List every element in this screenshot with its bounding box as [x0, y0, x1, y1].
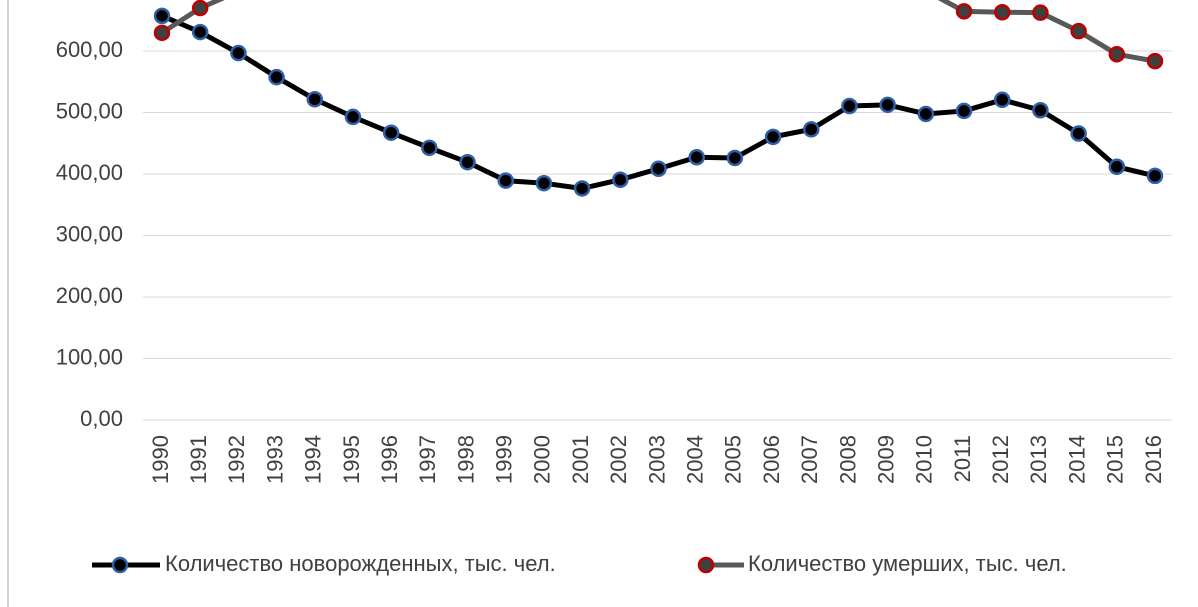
series-marker [955, 3, 973, 20]
y-tick-label: 500,00 [56, 98, 123, 123]
x-tick-label: 2012 [988, 435, 1013, 484]
x-tick-label: 2013 [1026, 435, 1051, 484]
x-tick-label: 1992 [224, 435, 249, 484]
x-tick-label: 1995 [339, 435, 364, 484]
series-marker [917, 105, 935, 123]
series-marker [1070, 125, 1087, 142]
x-tick-label: 2011 [950, 435, 975, 482]
y-tick-label: 600,00 [56, 37, 123, 62]
x-tick-label: 2006 [759, 435, 784, 484]
series-marker [306, 91, 324, 108]
x-tick-label: 2014 [1064, 435, 1089, 484]
series-marker [230, 44, 247, 62]
y-tick-label: 400,00 [56, 160, 123, 185]
series-marker [459, 153, 476, 171]
x-tick-label: 2001 [568, 435, 593, 484]
y-tick-label: 300,00 [56, 221, 123, 246]
legend-marker [697, 556, 715, 574]
x-tick-label: 1996 [377, 435, 402, 484]
x-tick-label: 1994 [301, 435, 326, 484]
x-tick-label: 2015 [1103, 435, 1128, 484]
series-marker [1108, 45, 1126, 63]
series-marker [382, 124, 400, 141]
series-marker [803, 121, 820, 138]
series-marker [726, 149, 744, 167]
x-tick-label: 2008 [835, 435, 860, 484]
y-tick-label: 0,00 [80, 406, 123, 431]
series-marker [993, 3, 1011, 21]
x-tick-label: 2004 [683, 435, 708, 484]
series-marker [268, 68, 285, 86]
series-marker [688, 148, 705, 166]
series-marker [497, 172, 514, 189]
x-tick-label: 1997 [415, 435, 440, 484]
series-marker [1146, 167, 1164, 185]
series-marker [1032, 102, 1049, 119]
legend-label: Количество умерших, тыс. чел. [748, 551, 1067, 576]
series-marker [612, 171, 629, 188]
series-marker [421, 139, 438, 157]
legend-label: Количество новорожденных, тыс. чел. [165, 551, 556, 576]
x-tick-label: 2002 [606, 435, 631, 484]
series-marker [879, 96, 896, 114]
x-tick-label: 1999 [492, 435, 517, 484]
x-tick-label: 2005 [721, 435, 746, 484]
series-marker [573, 180, 591, 197]
x-tick-label: 1990 [148, 435, 173, 484]
x-tick-label: 2003 [644, 435, 669, 484]
x-tick-label: 2009 [873, 435, 898, 484]
series-marker [535, 174, 553, 192]
series-marker [955, 102, 973, 120]
legend-marker [111, 556, 129, 574]
series-marker [841, 97, 858, 115]
x-tick-label: 2007 [797, 435, 822, 484]
x-tick-label: 1991 [186, 435, 211, 484]
y-tick-label: 100,00 [56, 344, 123, 369]
x-tick-label: 1993 [262, 435, 287, 484]
series-marker [153, 7, 171, 25]
series-marker [1108, 158, 1126, 176]
x-tick-label: 1998 [453, 435, 478, 484]
series-marker [764, 128, 782, 146]
series-marker [344, 108, 362, 126]
series-marker [650, 160, 667, 177]
series-marker [191, 0, 209, 17]
series-marker [993, 91, 1011, 109]
series-marker [191, 23, 209, 41]
series-line [160, 0, 1156, 64]
series-marker [1070, 22, 1087, 40]
y-tick-label: 200,00 [56, 283, 123, 308]
series-marker [1032, 4, 1049, 21]
series-marker [1146, 52, 1164, 70]
series-marker [153, 24, 171, 42]
x-tick-label: 2016 [1141, 435, 1166, 484]
x-tick-label: 2000 [530, 435, 555, 484]
x-tick-label: 2010 [912, 435, 937, 484]
